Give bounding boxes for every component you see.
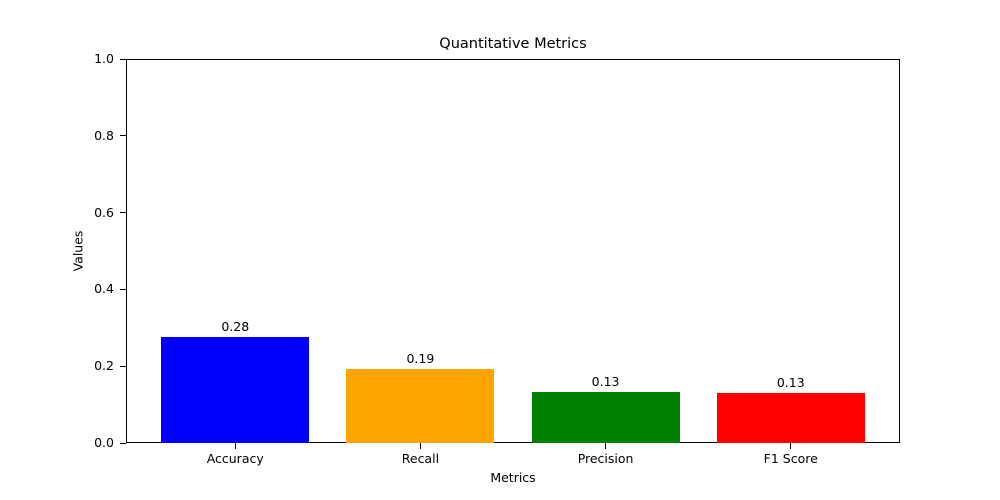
y-tick-label: 0.4 bbox=[94, 281, 114, 297]
x-axis-label: Metrics bbox=[490, 470, 536, 485]
y-tick-mark bbox=[120, 365, 126, 367]
bar-value-label: 0.28 bbox=[221, 319, 250, 334]
y-tick-label: 0.6 bbox=[94, 204, 114, 220]
y-tick-label: 0.2 bbox=[94, 358, 114, 374]
y-tick-mark bbox=[120, 288, 126, 290]
x-tick-mark bbox=[234, 443, 236, 449]
y-tick-mark bbox=[120, 212, 126, 214]
bar bbox=[161, 337, 310, 443]
x-tick-mark bbox=[419, 443, 421, 449]
x-tick-label: Accuracy bbox=[206, 451, 264, 466]
bar-value-label: 0.13 bbox=[591, 374, 620, 389]
bar bbox=[346, 369, 495, 443]
y-tick-mark bbox=[120, 135, 126, 137]
y-tick-label: 0.8 bbox=[94, 127, 114, 143]
bar-value-label: 0.19 bbox=[406, 351, 435, 366]
x-tick-label: Precision bbox=[577, 451, 634, 466]
x-tick-mark bbox=[605, 443, 607, 449]
bar bbox=[531, 392, 680, 443]
y-tick-mark bbox=[120, 58, 126, 60]
y-tick-label: 1.0 bbox=[94, 51, 114, 66]
y-tick-label: 0.0 bbox=[94, 435, 114, 450]
x-tick-mark bbox=[790, 443, 792, 449]
x-tick-label: Recall bbox=[401, 451, 440, 466]
chart-title: Quantitative Metrics bbox=[439, 36, 587, 52]
y-tick-mark bbox=[120, 442, 126, 444]
bar bbox=[716, 393, 865, 443]
y-axis-label: Values bbox=[70, 230, 86, 272]
x-tick-label: F1 Score bbox=[763, 451, 818, 466]
bar-value-label: 0.13 bbox=[776, 375, 805, 390]
